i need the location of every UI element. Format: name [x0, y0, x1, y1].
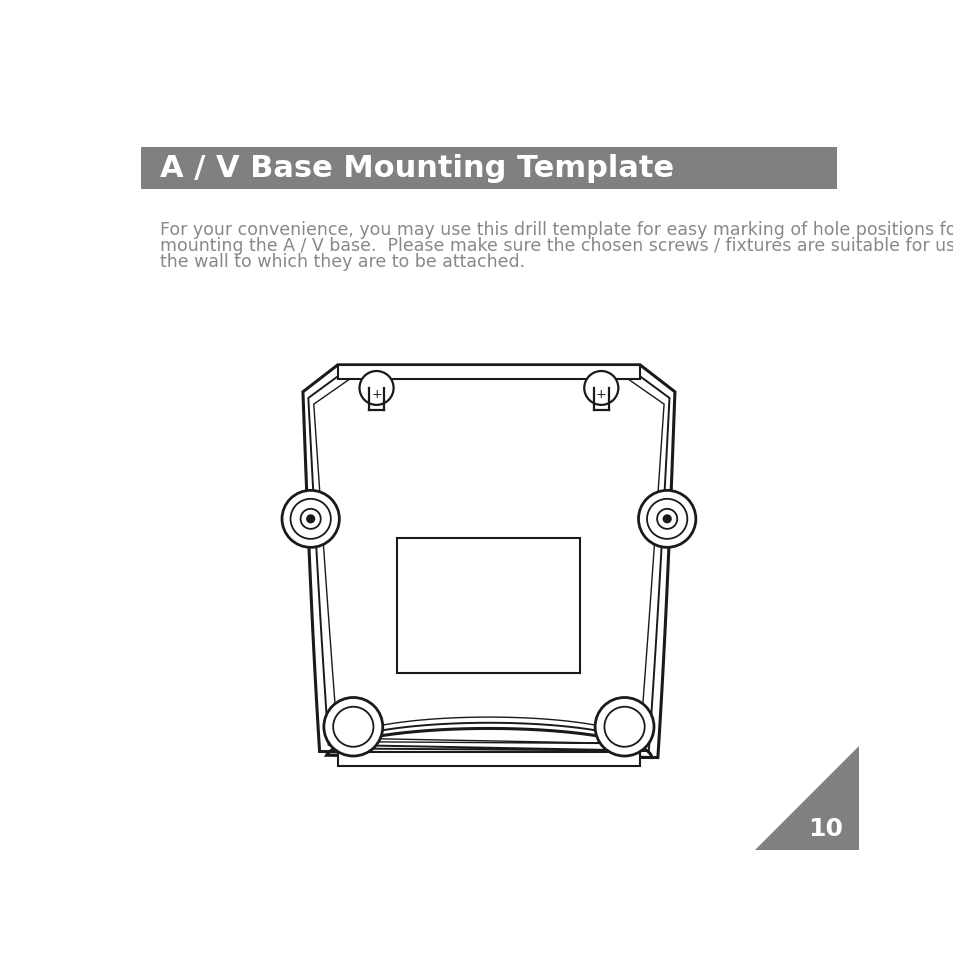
Bar	[369, 388, 384, 410]
Text: 10: 10	[808, 817, 842, 841]
Circle shape	[282, 490, 339, 547]
Bar	[337, 365, 639, 379]
Text: For your convenience, you may use this drill template for easy marking of hole p: For your convenience, you may use this d…	[159, 221, 953, 239]
Bar	[337, 753, 639, 766]
Text: +: +	[596, 388, 606, 400]
Text: mounting the A / V base.  Please make sure the chosen screws / fixtures are suit: mounting the A / V base. Please make sur…	[159, 237, 953, 255]
Circle shape	[359, 371, 394, 405]
Circle shape	[595, 697, 654, 756]
Text: +: +	[371, 388, 381, 400]
Text: the wall to which they are to be attached.: the wall to which they are to be attache…	[159, 253, 524, 271]
Circle shape	[583, 371, 618, 405]
Bar	[397, 538, 579, 673]
Bar	[593, 388, 608, 410]
Text: A / V Base Mounting Template: A / V Base Mounting Template	[159, 154, 673, 183]
Circle shape	[662, 515, 670, 522]
Polygon shape	[303, 365, 674, 757]
Polygon shape	[754, 746, 858, 850]
Bar	[141, 147, 836, 189]
Circle shape	[307, 515, 314, 522]
Circle shape	[638, 490, 695, 547]
Circle shape	[323, 697, 382, 756]
